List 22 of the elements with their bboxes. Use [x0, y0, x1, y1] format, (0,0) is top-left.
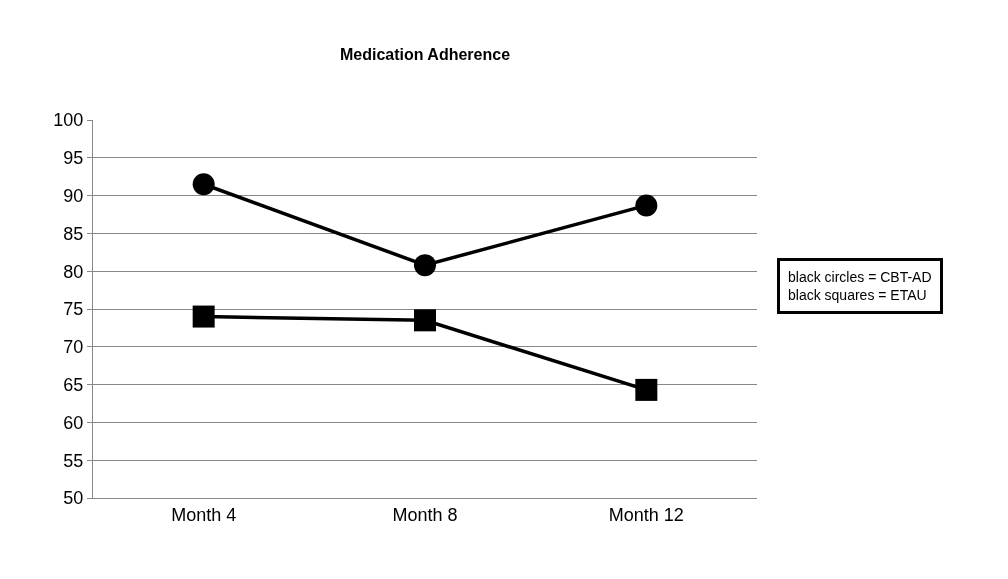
y-tick-label: 75 — [63, 299, 84, 320]
y-tick-label: 50 — [63, 488, 84, 509]
point — [635, 378, 658, 401]
y-tick-label: 60 — [63, 412, 84, 433]
point — [635, 194, 658, 217]
x-tick-label: Month 8 — [392, 504, 458, 525]
x-tick-label: Month 4 — [171, 504, 237, 525]
y-tick-label: 70 — [63, 337, 84, 358]
y-tick-label: 80 — [63, 261, 84, 282]
text: black circles = CBT-AD black squares = ETAU — [788, 269, 932, 304]
point — [192, 173, 215, 196]
y-tick-label: 65 — [63, 374, 84, 395]
y-tick-label: 85 — [63, 223, 84, 244]
point — [192, 305, 215, 328]
y-tick-label: 100 — [53, 110, 84, 131]
point — [414, 309, 436, 332]
chart-title: Medication Adherence — [339, 46, 511, 64]
y-tick-label: 95 — [63, 148, 84, 169]
x-tick-label: Month 12 — [608, 504, 684, 525]
y-tick-label: 90 — [63, 185, 84, 206]
y-tick-label: 55 — [63, 450, 84, 471]
point — [414, 254, 436, 277]
